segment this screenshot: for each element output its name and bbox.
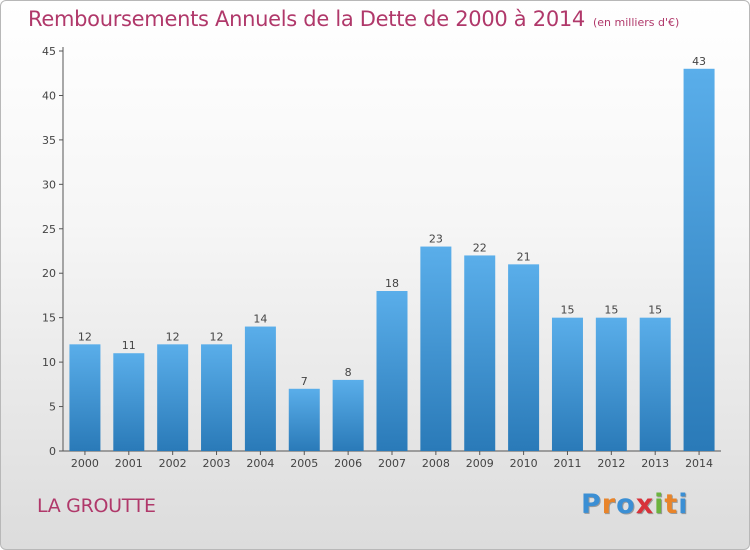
bar-2000 [69,344,101,451]
logo-letter: r [601,489,617,520]
bar-value-label: 43 [692,55,706,68]
bar-2011 [551,317,583,451]
bar-2008 [420,246,452,451]
x-tick-label: 2009 [466,457,494,470]
bar-value-label: 7 [301,375,308,388]
logo-letter: i [654,489,665,520]
chart-title: Remboursements Annuels de la Dette de 20… [28,7,585,31]
logo-letter: o [616,489,636,520]
x-tick-label: 2007 [378,457,406,470]
y-tick-label: 10 [42,356,56,369]
x-tick-label: 2013 [641,457,669,470]
bar-value-label: 15 [604,304,618,317]
y-tick-label: 45 [42,45,56,58]
bar-2003 [201,344,233,451]
x-tick-label: 2006 [334,457,362,470]
x-tick-label: 2008 [422,457,450,470]
x-tick-label: 2005 [290,457,318,470]
bar-value-label: 21 [517,250,531,263]
bar-2007 [376,291,408,451]
x-tick-label: 2010 [510,457,538,470]
y-tick-label: 0 [49,445,56,458]
bar-2013 [639,317,671,451]
x-tick-label: 2002 [159,457,187,470]
x-tick-label: 2011 [553,457,581,470]
y-tick-label: 15 [42,312,56,325]
chart-subtitle: (en milliers d'€) [593,16,680,29]
bar-2012 [595,317,627,451]
bar-value-label: 12 [166,330,180,343]
bar-value-label: 12 [210,330,224,343]
bar-2004 [244,326,276,451]
y-tick-label: 40 [42,89,56,102]
x-tick-label: 2014 [685,457,713,470]
x-tick-label: 2001 [115,457,143,470]
proxiti-logo: Proxiti [581,489,689,520]
x-tick-label: 2004 [246,457,274,470]
bar-2010 [508,264,540,451]
bar-value-label: 12 [78,330,92,343]
bar-value-label: 11 [122,339,136,352]
bar-value-label: 14 [253,313,267,326]
y-tick-label: 35 [42,134,56,147]
logo-letter: x [635,489,655,520]
bar-value-label: 8 [345,366,352,379]
logo-letter: i [678,489,689,520]
bar-2005 [288,388,320,451]
x-tick-label: 2012 [597,457,625,470]
commune-name: LA GROUTTE [37,495,156,517]
bar-2006 [332,379,364,451]
y-tick-label: 25 [42,223,56,236]
bar-2002 [157,344,189,451]
x-tick-label: 2003 [203,457,231,470]
chart-title-row: Remboursements Annuels de la Dette de 20… [28,7,679,31]
y-tick-label: 30 [42,178,56,191]
y-tick-label: 5 [49,401,56,414]
x-tick-label: 2000 [71,457,99,470]
logo-letter: P [581,489,602,520]
bar-value-label: 15 [648,304,662,317]
logo-letter: t [664,489,679,520]
bar-value-label: 18 [385,277,399,290]
bar-2014 [683,68,715,452]
y-tick-label: 20 [42,267,56,280]
bar-value-label: 22 [473,241,487,254]
bar-value-label: 23 [429,233,443,246]
bar-value-label: 15 [560,304,574,317]
bar-2001 [113,353,145,451]
bar-2009 [464,255,496,451]
